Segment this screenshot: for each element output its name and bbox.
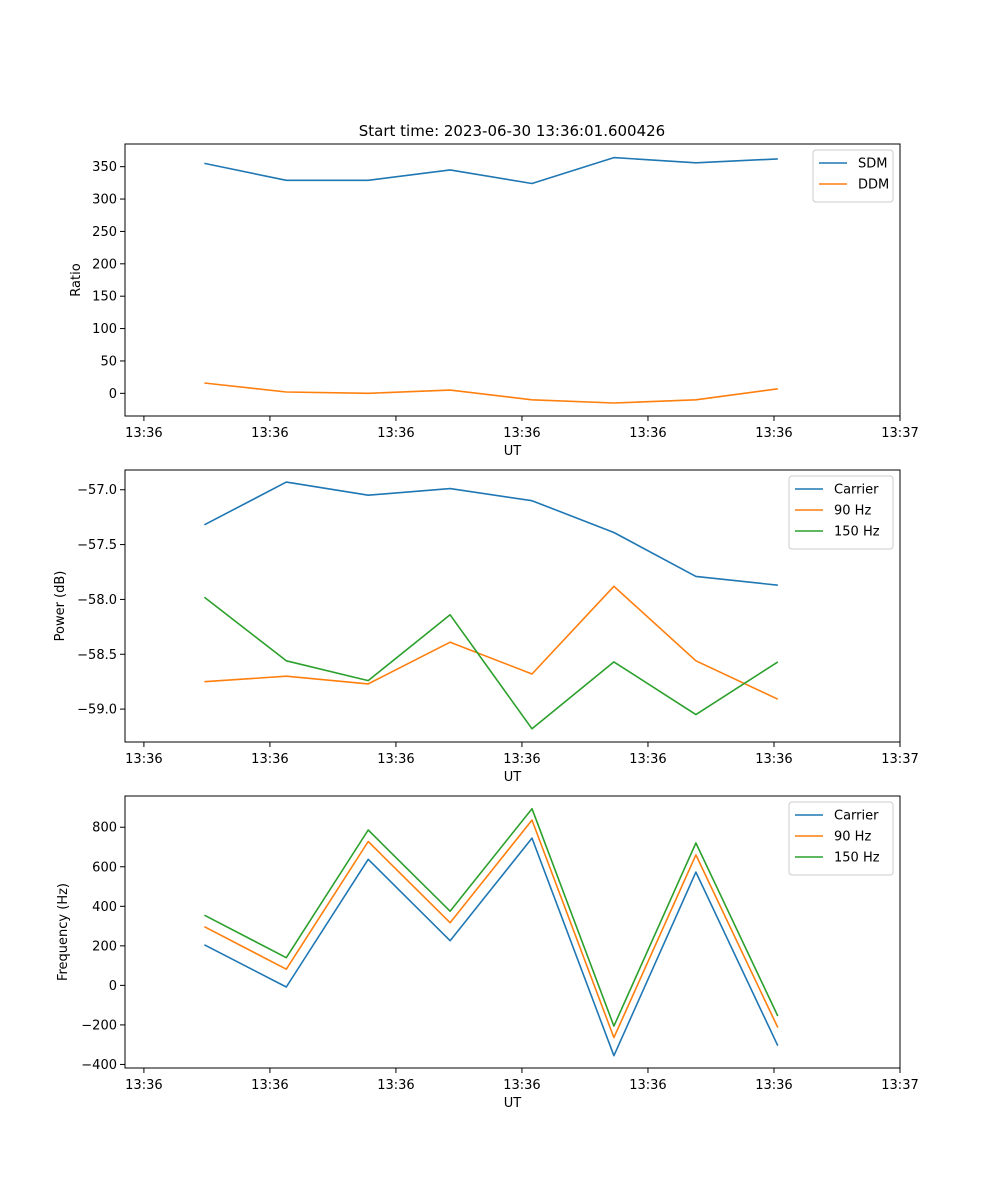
y-tick-label: −57.5 [77, 538, 117, 553]
y-tick-label: 200 [92, 939, 117, 954]
legend: Carrier 90 Hz 150 Hz [788, 475, 894, 550]
panel-3: −400 −200 0 200 400 600 800 13:36 13:36 13:36 13:3… [56, 795, 919, 1111]
y-tick-label: 350 [92, 160, 117, 175]
x-tick-label: 13:36 [629, 1078, 666, 1093]
y-tick-label: 100 [92, 322, 117, 337]
x-tick-label: 13:37 [881, 426, 918, 441]
series-line-carrier [204, 837, 779, 1057]
x-tick-label: 13:37 [881, 752, 918, 767]
y-tick-label: −400 [81, 1058, 117, 1073]
x-tick-label: 13:36 [125, 1078, 162, 1093]
y-tick-label: 150 [92, 290, 117, 305]
x-tick-label: 13:36 [251, 752, 288, 767]
x-tick-label: 13:36 [125, 752, 162, 767]
series-line-150-hz [204, 807, 779, 1027]
panel-2: −59.0 −58.5 −58.0 −57.5 −57.0 13:36 13:36 13:36… [53, 469, 919, 785]
x-tick-label: 13:36 [755, 1078, 792, 1093]
x-tick-label: 13:36 [377, 426, 414, 441]
x-tick-label: 13:36 [377, 752, 414, 767]
series-line-sdm [204, 156, 778, 185]
y-tick-label: −57.0 [77, 483, 117, 498]
legend-label: Carrier [834, 809, 879, 824]
y-axis-label: Power (dB) [53, 571, 68, 642]
x-axis-label: UT [504, 1096, 522, 1111]
x-axis-label: UT [504, 770, 522, 785]
legend: Carrier 90 Hz 150 Hz [788, 801, 894, 876]
legend-label: DDM [858, 178, 889, 193]
x-tick-label: 13:36 [377, 1078, 414, 1093]
x-tick-label: 13:36 [629, 426, 666, 441]
x-tick-label: 13:36 [755, 426, 792, 441]
y-tick-label: 250 [92, 225, 117, 240]
y-tick-label: −59.0 [77, 703, 117, 718]
y-tick-label: −200 [81, 1018, 117, 1033]
y-tick-label: 0 [109, 979, 117, 994]
x-tick-label: 13:37 [881, 1078, 918, 1093]
legend-label: SDM [858, 157, 887, 172]
legend-label: 90 Hz [834, 830, 871, 845]
axes-frame [124, 795, 901, 1069]
y-tick-label: −58.5 [77, 648, 117, 663]
figure-title: Start time: 2023-06-30 13:36:01.600426 [359, 122, 665, 140]
legend-label: Carrier [834, 483, 879, 498]
legend-label: 90 Hz [834, 504, 871, 519]
x-tick-label: 13:36 [503, 426, 540, 441]
series-line-90-hz [204, 585, 779, 700]
y-tick-label: 0 [109, 387, 117, 402]
legend-label: 150 Hz [834, 525, 880, 540]
x-tick-label: 13:36 [503, 752, 540, 767]
y-tick-label: 300 [92, 193, 117, 208]
series-line-ddm [204, 382, 778, 404]
series-line-carrier [204, 481, 778, 586]
series-line-90-hz [204, 819, 779, 1039]
series-line-150-hz [203, 596, 779, 730]
y-axis-label: Ratio [69, 263, 84, 296]
y-tick-label: 400 [92, 900, 117, 915]
y-tick-label: 600 [92, 860, 117, 875]
x-axis-label: UT [504, 444, 522, 459]
legend: SDM DDM [812, 149, 894, 203]
x-tick-label: 13:36 [503, 1078, 540, 1093]
axes-frame [124, 143, 901, 417]
x-tick-label: 13:36 [755, 752, 792, 767]
legend-label: 150 Hz [834, 851, 880, 866]
y-tick-label: 800 [92, 821, 117, 836]
y-tick-label: −58.0 [77, 593, 117, 608]
x-tick-label: 13:36 [251, 1078, 288, 1093]
x-tick-label: 13:36 [125, 426, 162, 441]
x-tick-label: 13:36 [251, 426, 288, 441]
panel-1: 0 50 100 150 200 250 300 350 13:36 13:36 13:36 13:3… [69, 143, 919, 459]
y-tick-label: 50 [100, 354, 117, 369]
x-tick-label: 13:36 [629, 752, 666, 767]
axes-frame [124, 469, 901, 743]
y-tick-label: 200 [92, 257, 117, 272]
y-axis-label: Frequency (Hz) [56, 883, 71, 981]
